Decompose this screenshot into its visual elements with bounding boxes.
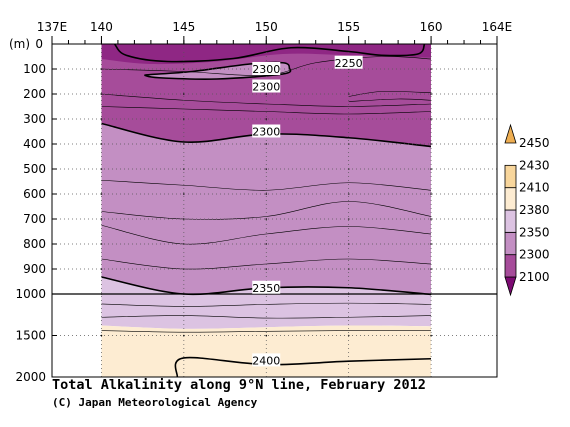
y-tick-label: 800 [23, 237, 46, 251]
y-tick-label: 2000 [15, 370, 46, 384]
colorbar-label: 2430 [519, 158, 550, 172]
plot-frame [51, 43, 498, 378]
colorbar-swatch [504, 164, 517, 189]
colorbar-swatch [504, 209, 517, 233]
contour-thin-11 [101, 330, 432, 333]
contour-label: 2300 [252, 126, 280, 139]
sample-point [430, 93, 432, 95]
sample-point [265, 218, 268, 220]
colorbar-swatch [504, 187, 517, 211]
filled-band-2 [101, 277, 432, 329]
sample-point [100, 118, 103, 120]
contour-label-bg [252, 353, 281, 367]
x-tick-label: 137E [37, 20, 68, 34]
colorbar-swatch [504, 254, 517, 278]
contour-2250-0 [113, 44, 426, 63]
sample-point [265, 118, 268, 120]
colorbar: 2100 2300 2350 2380 2410 2430 2450 [504, 123, 550, 297]
contour-label: 2300 [252, 63, 280, 76]
y-tick-label: 500 [23, 162, 46, 176]
x-tick-label: 145 [172, 20, 195, 34]
sample-point [100, 218, 103, 220]
sample-point [430, 334, 432, 337]
chart-credit: (C) Japan Meteorological Agency [52, 396, 258, 409]
y-tick-label: 1500 [15, 329, 46, 343]
colorbar-swatch [504, 231, 517, 256]
y-tick-label: 200 [23, 87, 46, 101]
y-tick-label: 600 [23, 187, 46, 201]
chart-title: Total Alkalinity along 9°N line, Februar… [52, 377, 426, 393]
contour-label-bg [334, 55, 363, 69]
contour-thin-4 [348, 98, 432, 102]
sample-point [265, 93, 268, 95]
sample-point [430, 218, 432, 220]
contour-label-bg [252, 79, 281, 93]
sample-point [183, 334, 185, 337]
x-tick-label: 160 [420, 20, 443, 34]
contour-2300-1 [144, 61, 292, 80]
colorbar-label: 2350 [519, 225, 550, 239]
x-tick-label: 155 [337, 20, 360, 34]
colorbar-high-arrow [504, 123, 517, 144]
contour-thin-7 [101, 224, 432, 245]
y-tick-label: 0 [35, 37, 43, 51]
colorbar-label: 2410 [519, 181, 550, 195]
y-tick-label: 400 [23, 137, 46, 151]
sample-point [183, 93, 185, 95]
sample-point [183, 218, 185, 220]
sample-point [183, 118, 185, 120]
contour-thin-10 [101, 315, 432, 319]
contour-label: 2350 [252, 282, 280, 295]
sample-point [265, 193, 268, 195]
contour-thin-3 [348, 91, 432, 97]
colorbar-label: 2450 [519, 136, 550, 150]
sample-point [100, 334, 103, 337]
contour-label-bg [252, 124, 281, 138]
contour-label-bg [252, 280, 281, 294]
contour-thin-5 [101, 179, 432, 191]
x-tick-label: 140 [90, 20, 113, 34]
sample-point [183, 193, 185, 195]
sample-point [265, 334, 268, 337]
y-tick-label: 300 [23, 112, 46, 126]
y-tick-label: 700 [23, 212, 46, 226]
x-tick-label: 164E [482, 20, 513, 34]
sample-point [100, 93, 103, 95]
colorbar-label: 2380 [519, 203, 550, 217]
colorbar-low-arrow [504, 276, 517, 297]
contour-thin-2 [101, 106, 432, 115]
y-tick-label: 900 [23, 262, 46, 276]
sample-point [430, 193, 432, 195]
contour-thin-0 [101, 56, 432, 76]
sample-point [430, 118, 432, 120]
y-tick-label: 100 [23, 62, 46, 76]
contour-label: 2400 [252, 354, 280, 367]
y-tick-label: 1000 [15, 287, 46, 301]
filled-band-3 [101, 325, 432, 377]
sample-point [100, 193, 103, 195]
contour-label-bg [252, 62, 281, 75]
colorbar-label: 2300 [519, 248, 550, 262]
contour-label: 2300 [252, 81, 280, 94]
x-tick-label: 150 [255, 20, 278, 34]
colorbar-label: 2100 [519, 270, 550, 284]
contour-label: 2250 [335, 57, 363, 70]
x-ticks [51, 36, 498, 44]
y-axis-unit: (m) [9, 37, 30, 51]
filled-band-surface [101, 44, 432, 65]
